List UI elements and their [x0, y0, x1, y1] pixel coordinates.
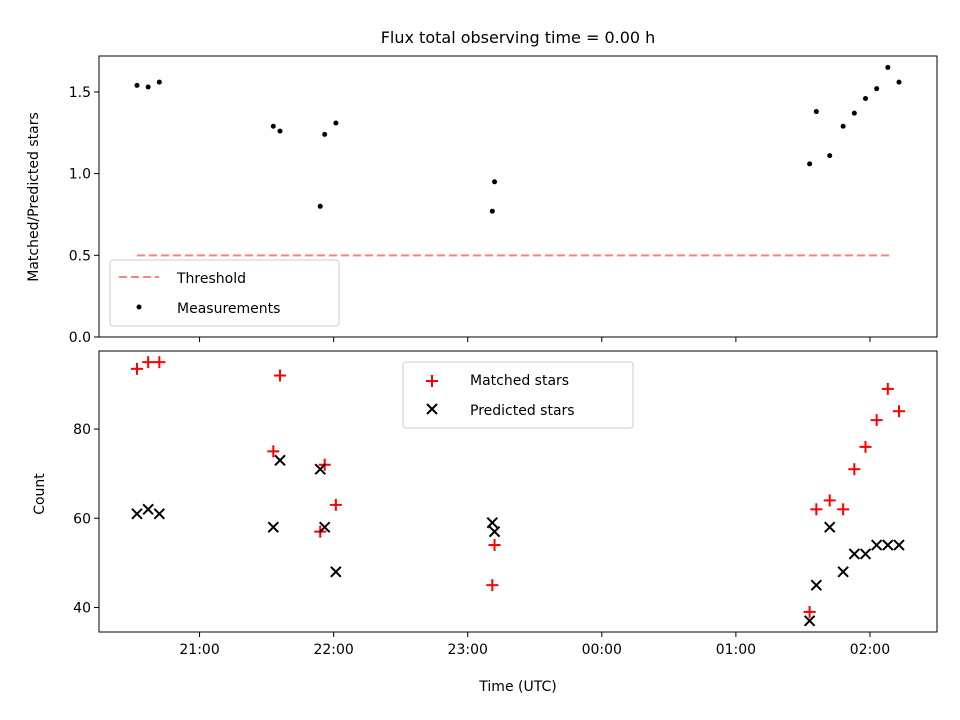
matched-stars-point — [803, 605, 816, 618]
bottom-y-axis-label: Count — [32, 473, 48, 515]
measurements-legend-label: Measurements — [177, 301, 280, 317]
matched-stars-point — [274, 369, 287, 382]
bottom-x-tick-label: 01:00 — [716, 642, 756, 658]
top-legend-box — [109, 259, 340, 327]
measurements-point — [134, 82, 140, 88]
measurements-point — [492, 179, 498, 185]
top-y-tick-label: 0.0 — [69, 330, 91, 346]
bottom-x-tick-label: 22:00 — [313, 642, 353, 658]
matched-stars-point — [153, 356, 166, 369]
measurements-point — [840, 123, 846, 129]
predicted-stars-point — [318, 521, 331, 533]
predicted-stars-point — [848, 548, 861, 560]
predicted-stars-point — [882, 539, 894, 551]
measurements-point — [885, 64, 891, 70]
predicted-stars-point — [153, 508, 166, 520]
matched-stars-point — [142, 356, 155, 369]
predicted-legend-swatch — [426, 403, 438, 415]
threshold-legend-label: Threshold — [176, 271, 246, 287]
measurements-point — [270, 123, 276, 129]
predicted-stars-point — [803, 615, 816, 627]
bottom-x-tick-label: 02:00 — [850, 642, 890, 658]
matched-legend-swatch — [426, 375, 438, 387]
top-y-tick-label: 0.5 — [69, 248, 91, 264]
measurements-point — [489, 208, 495, 214]
top-plot-frame — [98, 55, 938, 338]
matched-stars-point — [848, 463, 861, 476]
bottom-y-tick-label: 60 — [73, 511, 91, 527]
measurements-point — [807, 161, 813, 167]
measurements-point — [862, 95, 868, 101]
predicted-stars-point — [859, 548, 872, 560]
measurements-point — [317, 203, 323, 209]
predicted-stars-point — [274, 454, 286, 466]
bottom-x-axis-label: Time (UTC) — [478, 679, 556, 695]
matched-stars-point — [329, 498, 342, 511]
predicted-stars-point — [488, 525, 501, 538]
matched-stars-point — [859, 440, 872, 453]
bottom-x-tick-label: 21:00 — [179, 642, 219, 658]
top-y-axis-label: Matched/Predicted stars — [26, 112, 42, 282]
predicted-stars-point — [330, 566, 342, 578]
top-chart-title: Flux total observing time = 0.00 h — [381, 28, 656, 47]
measurements-point — [851, 110, 857, 116]
bottom-panel: 40 60 80 21:00 22:00 23:00 00:00 01:00 02:00 Cou… — [32, 350, 938, 695]
top-panel-content: 0.0 0.5 1.0 1.5 — [69, 64, 902, 346]
bottom-legend: Matched stars Predicted stars — [402, 361, 634, 429]
predicted-stars-point — [267, 521, 280, 533]
matched-stars-point — [837, 503, 850, 516]
measurements-point — [145, 84, 151, 90]
matched-stars-point — [488, 539, 501, 552]
matched-stars-point — [486, 579, 499, 592]
matched-stars-point — [881, 382, 894, 395]
top-y-tick-label: 1.0 — [69, 167, 91, 183]
top-legend: Threshold Measurements — [109, 259, 340, 327]
predicted-stars-point — [314, 463, 326, 475]
bottom-panel-content: 40 60 80 21:00 22:00 23:00 00:00 01:00 02:00 — [73, 356, 906, 658]
matched-stars-point — [810, 503, 823, 516]
matched-stars-point — [823, 494, 836, 507]
bottom-x-tick-label: 00:00 — [582, 642, 622, 658]
top-panel: Flux total observing time = 0.00 h 0.00.… — [26, 28, 938, 346]
predicted-legend-label: Predicted stars — [470, 403, 575, 419]
predicted-stars-point — [837, 566, 849, 578]
matched-stars-point — [893, 405, 906, 418]
measurements-point — [277, 128, 283, 134]
measurements-point — [813, 109, 819, 115]
predicted-stars-point — [142, 503, 154, 516]
bottom-y-tick-label: 40 — [73, 600, 91, 616]
measurements-point — [322, 131, 328, 137]
matched-stars-point — [870, 414, 883, 427]
bottom-x-tick-label: 23:00 — [448, 642, 488, 658]
measurements-point — [333, 120, 339, 126]
matched-stars-point — [267, 445, 280, 458]
predicted-stars-point — [486, 517, 499, 529]
predicted-stars-point — [824, 521, 836, 533]
measurements-point — [874, 86, 880, 92]
predicted-stars-point — [870, 539, 883, 551]
predicted-stars-point — [810, 579, 823, 591]
predicted-stars-point — [893, 539, 905, 551]
measurements-point — [156, 79, 162, 85]
matched-legend-label: Matched stars — [470, 373, 569, 389]
measurements-point — [896, 79, 902, 85]
predicted-stars-point — [131, 508, 143, 520]
bottom-legend-box — [402, 361, 634, 429]
bottom-y-tick-label: 80 — [73, 422, 91, 438]
measurements-point — [827, 153, 833, 159]
top-y-tick-label: 1.5 — [69, 85, 91, 101]
measurements-legend-swatch — [136, 304, 142, 310]
matched-stars-point — [130, 362, 143, 375]
bottom-plot-frame — [98, 350, 938, 633]
